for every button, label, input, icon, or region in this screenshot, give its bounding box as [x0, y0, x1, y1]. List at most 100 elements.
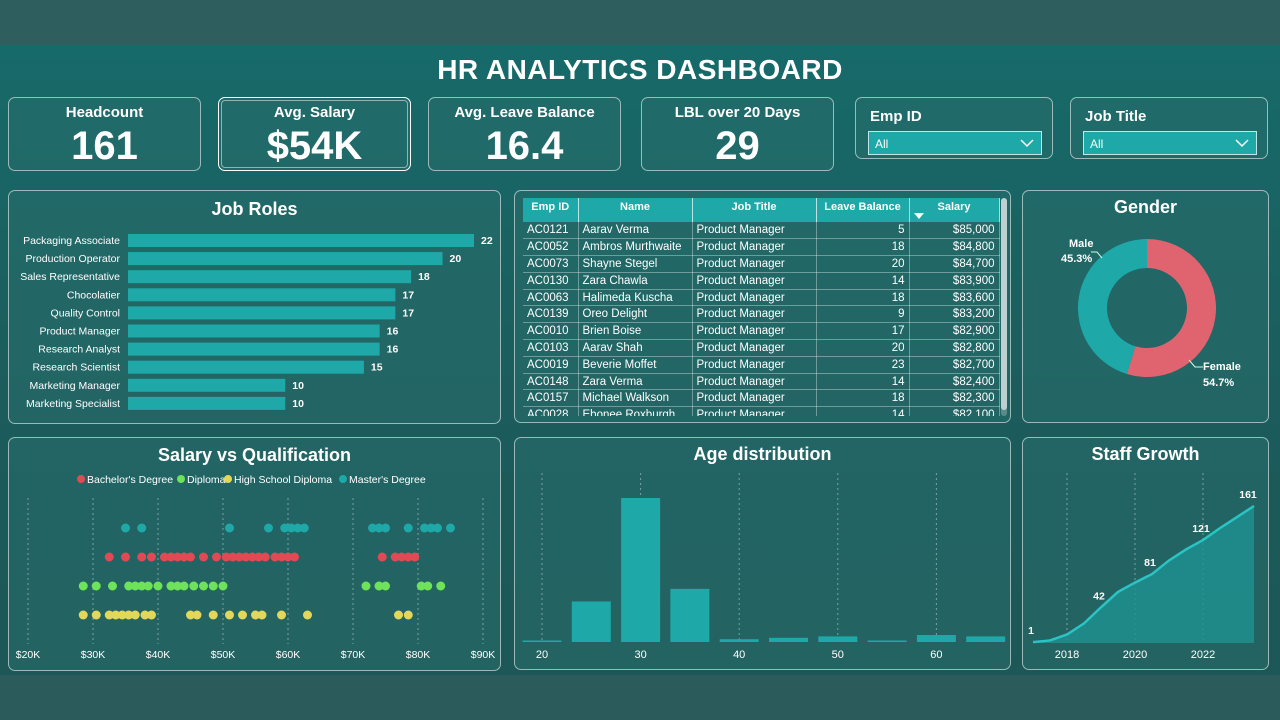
scatter-point[interactable] — [186, 552, 195, 562]
scatter-point[interactable] — [192, 610, 202, 620]
scatter-point[interactable] — [381, 523, 390, 533]
table-row[interactable]: AC0019 Beverie Moffet Product Manager 23 $82… — [523, 356, 1000, 374]
age-bar[interactable] — [769, 637, 808, 642]
scatter-point[interactable] — [293, 523, 303, 533]
scatter-point[interactable] — [303, 610, 312, 620]
growth-line[interactable] — [1032, 504, 1255, 644]
column-header[interactable]: Emp ID — [523, 198, 579, 222]
scatter-point[interactable] — [121, 523, 130, 533]
scatter-point[interactable] — [446, 523, 455, 533]
scatter-point[interactable] — [403, 610, 413, 620]
scatter-point[interactable] — [173, 552, 182, 562]
gender-slice-female[interactable] — [1126, 239, 1216, 377]
scatter-point[interactable] — [91, 581, 101, 591]
scatter-point[interactable] — [403, 523, 413, 533]
scatter-point[interactable] — [423, 581, 433, 591]
age-bar[interactable] — [670, 588, 710, 642]
scatter-point[interactable] — [104, 610, 114, 620]
table-row[interactable]: AC0103 Aarav Shah Product Manager 20 $82,800 — [523, 339, 1000, 357]
scatter-point[interactable] — [173, 581, 182, 591]
scatter-point[interactable] — [104, 552, 114, 562]
scatter-point[interactable] — [436, 581, 446, 591]
scatter-point[interactable] — [286, 523, 296, 533]
scatter-point[interactable] — [130, 581, 140, 591]
age-bar[interactable] — [966, 636, 1006, 642]
scatter-point[interactable] — [189, 581, 199, 591]
scatter-point[interactable] — [410, 552, 420, 562]
scatter-point[interactable] — [381, 581, 390, 591]
job-role-bar[interactable] — [128, 342, 380, 356]
scatter-point[interactable] — [124, 581, 134, 591]
table-row[interactable]: AC0157 Michael Walkson Product Manager 18 $8… — [523, 389, 1000, 408]
column-header[interactable]: Leave Balance — [816, 198, 910, 222]
scatter-point[interactable] — [433, 523, 442, 533]
scatter-point[interactable] — [137, 581, 147, 591]
scatter-point[interactable] — [260, 552, 270, 562]
scatter-point[interactable] — [277, 552, 286, 562]
table-row[interactable]: AC0052 Ambros Murthwaite Product Manager 18… — [523, 238, 1000, 257]
scatter-point[interactable] — [390, 552, 400, 562]
table-scrollbar[interactable] — [1001, 198, 1007, 416]
scatter-point[interactable] — [179, 552, 189, 562]
job-role-bar[interactable] — [128, 378, 286, 392]
job-role-bar[interactable] — [128, 234, 474, 247]
scatter-point[interactable] — [251, 610, 260, 620]
scatter-point[interactable] — [121, 552, 130, 562]
job-role-bar[interactable] — [128, 396, 286, 410]
age-bar[interactable] — [719, 639, 759, 642]
scatter-point[interactable] — [166, 552, 176, 562]
emp-id-dropdown[interactable]: All — [868, 131, 1042, 155]
scatter-point[interactable] — [91, 610, 101, 620]
scatter-point[interactable] — [140, 610, 150, 620]
scatter-point[interactable] — [111, 610, 121, 620]
scatter-point[interactable] — [137, 523, 147, 533]
scatter-point[interactable] — [225, 523, 234, 533]
age-bar[interactable] — [867, 640, 907, 643]
scatter-point[interactable] — [299, 523, 309, 533]
scatter-point[interactable] — [377, 552, 387, 562]
scatter-point[interactable] — [361, 581, 371, 591]
table-row[interactable]: AC0010 Brien Boise Product Manager 17 $82,90… — [523, 322, 1000, 341]
scroll-thumb[interactable] — [1001, 198, 1007, 410]
job-role-bar[interactable] — [128, 306, 396, 320]
scatter-point[interactable] — [179, 581, 189, 591]
scatter-point[interactable] — [199, 581, 208, 591]
scatter-point[interactable] — [257, 610, 267, 620]
scatter-point[interactable] — [241, 552, 251, 562]
scatter-point[interactable] — [397, 552, 407, 562]
job-role-bar[interactable] — [128, 288, 396, 302]
age-bar[interactable] — [571, 601, 611, 642]
scatter-point[interactable] — [374, 523, 384, 533]
table-row[interactable]: AC0148 Zara Verma Product Manager 14 $82,400 — [523, 373, 1000, 391]
table-row[interactable]: AC0063 Halimeda Kuscha Product Manager 18 $8… — [523, 289, 1000, 307]
table-row[interactable]: AC0130 Zara Chawla Product Manager 14 $83,90… — [523, 272, 1000, 290]
scatter-point[interactable] — [218, 581, 228, 591]
scatter-point[interactable] — [130, 610, 140, 620]
scatter-point[interactable] — [403, 552, 413, 562]
scatter-point[interactable] — [254, 552, 264, 562]
table-row[interactable]: AC0139 Oreo Delight Product Manager 9 $83,20… — [523, 305, 1000, 324]
scatter-point[interactable] — [147, 610, 156, 620]
job-title-dropdown[interactable]: All — [1083, 131, 1257, 155]
table-row[interactable]: AC0121 Aarav Verma Product Manager 5 $85,000 — [523, 222, 1000, 240]
job-role-bar[interactable] — [128, 360, 364, 374]
scatter-point[interactable] — [368, 523, 377, 533]
scatter-point[interactable] — [153, 581, 163, 591]
scatter-point[interactable] — [208, 581, 218, 591]
scatter-point[interactable] — [264, 523, 273, 533]
kpi-avg-leave-balance[interactable]: Avg. Leave Balance 16.4 — [428, 97, 621, 171]
age-bar[interactable] — [916, 635, 956, 642]
table-row[interactable]: AC0028 Ebonee Roxburgh Product Manager 14 $8… — [523, 406, 1000, 416]
scatter-point[interactable] — [186, 610, 195, 620]
job-role-bar[interactable] — [128, 324, 380, 338]
age-bar[interactable] — [818, 636, 858, 642]
scatter-point[interactable] — [124, 610, 134, 620]
kpi-lbl-over-20[interactable]: LBL over 20 Days 29 — [641, 97, 834, 171]
scatter-point[interactable] — [283, 552, 293, 562]
table-row[interactable]: AC0073 Shayne Stegel Product Manager 20 $84,… — [523, 255, 1000, 273]
scatter-point[interactable] — [143, 581, 153, 591]
scatter-point[interactable] — [117, 610, 127, 620]
scatter-point[interactable] — [225, 610, 234, 620]
kpi-avg-salary[interactable]: Avg. Salary $54K — [218, 97, 411, 171]
scatter-point[interactable] — [208, 610, 218, 620]
